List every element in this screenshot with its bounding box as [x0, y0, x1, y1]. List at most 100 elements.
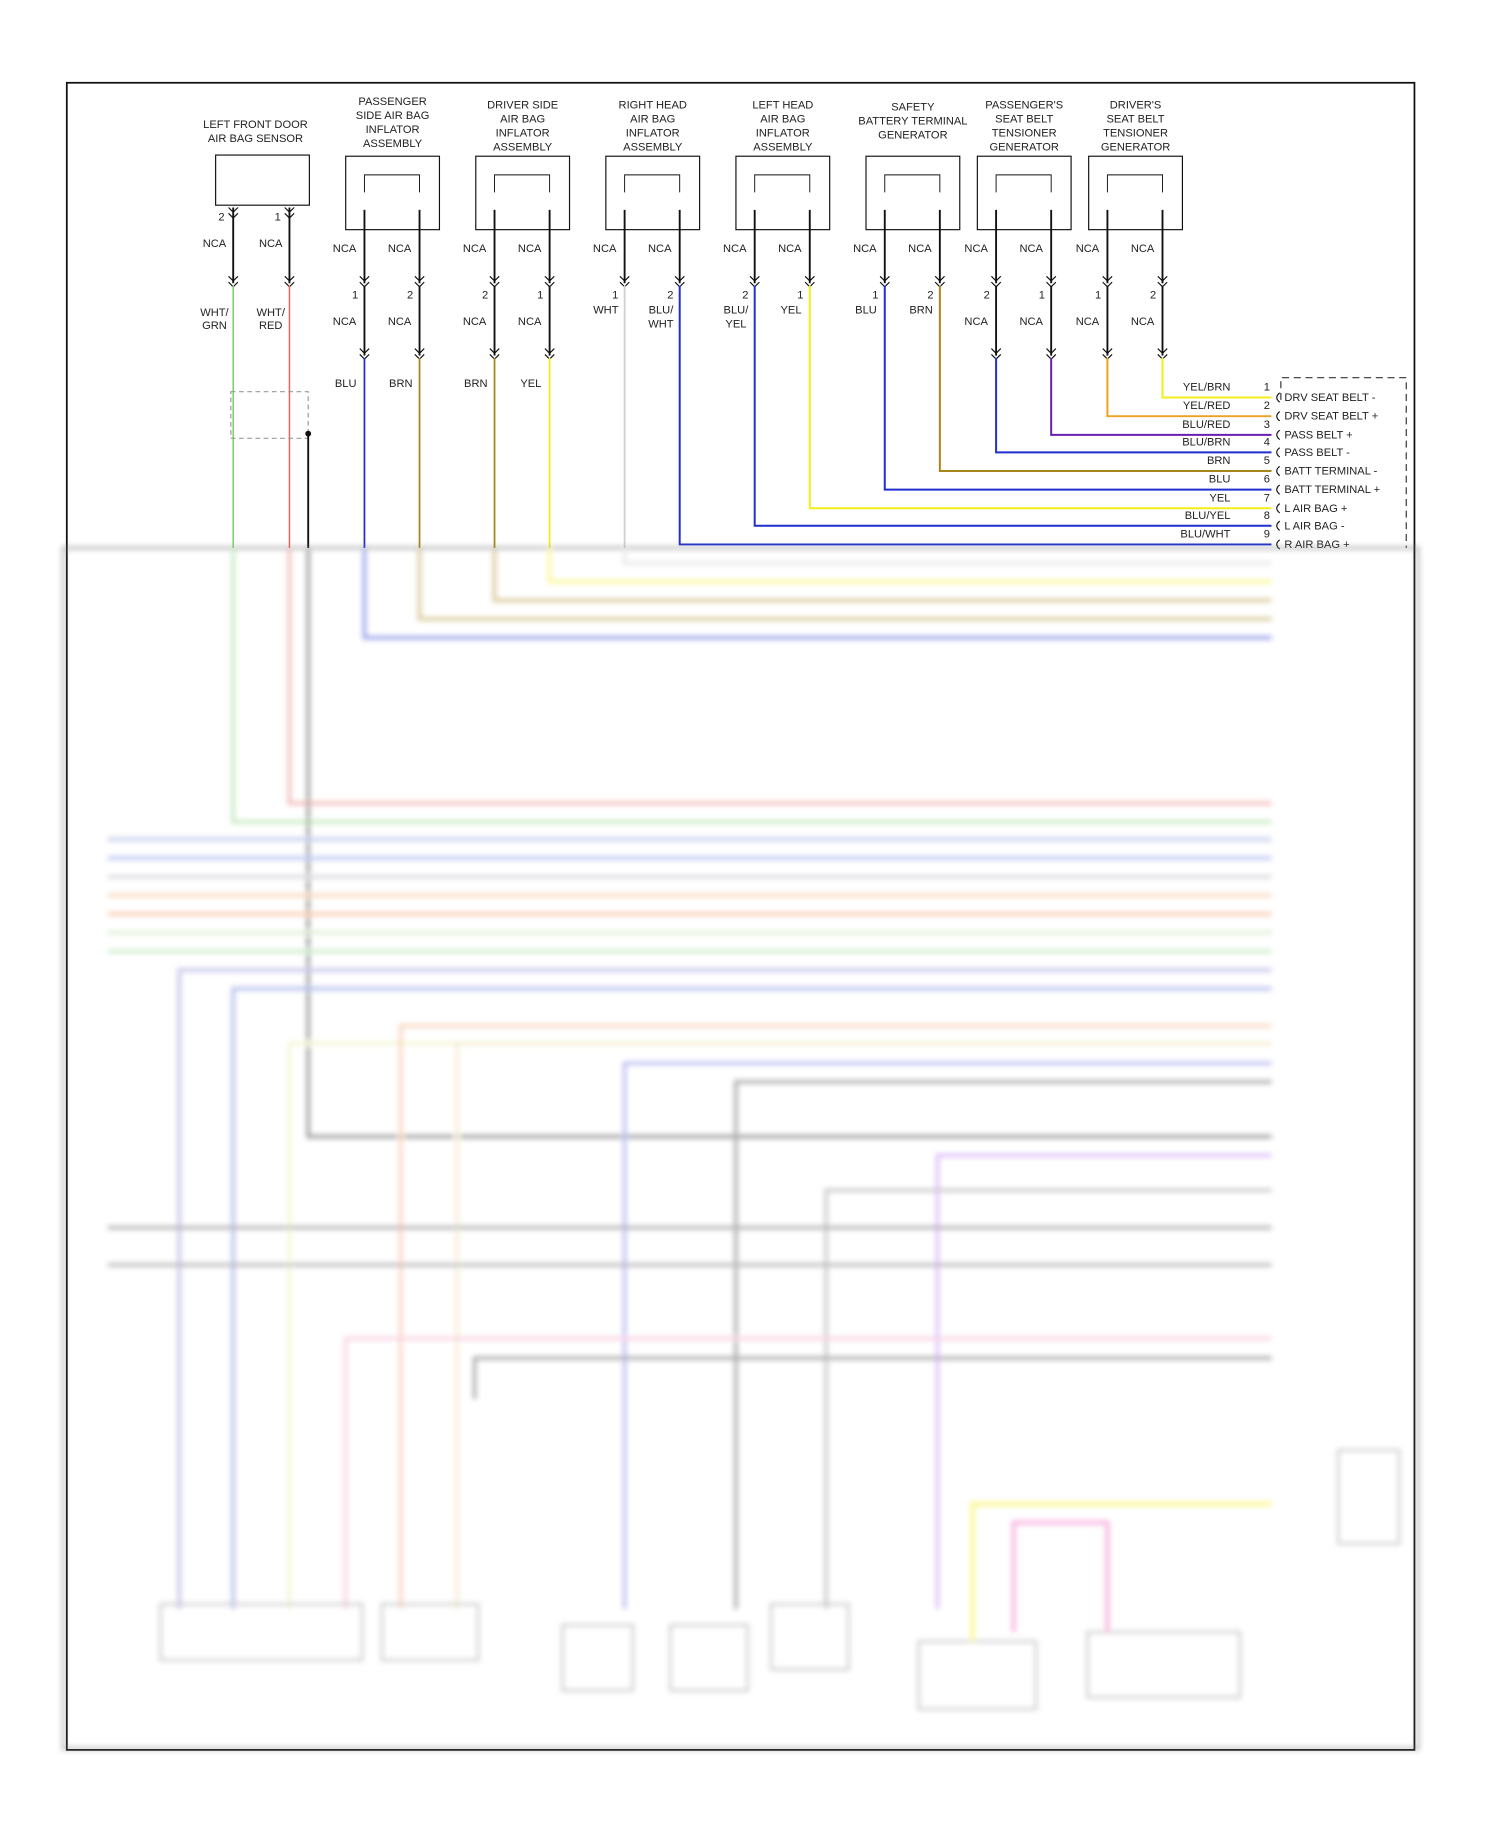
wire-color-label: BLU: [335, 378, 357, 390]
wire-color-label: BLU: [1209, 474, 1231, 486]
wire-color-label: NCA: [1076, 243, 1100, 255]
wire-color-label: BLU/BRN: [1182, 436, 1230, 448]
wire-color-label: NCA: [593, 243, 617, 255]
pin-number: 1: [872, 289, 878, 301]
component-title: SEAT BELT: [1106, 113, 1164, 125]
component-box-lower: [561, 1623, 634, 1692]
wire-color-label: BLU/: [649, 305, 675, 317]
wire: [824, 1188, 1272, 1609]
splice-dot: [305, 430, 312, 437]
component-title: DRIVER SIDE: [487, 99, 558, 111]
component-box-lower: [1086, 1630, 1242, 1699]
wire: [287, 1041, 1272, 1609]
pin-number: 2: [1150, 289, 1156, 301]
wire-color-label: NCA: [518, 316, 542, 328]
wire-color-label: NCA: [1131, 243, 1155, 255]
pin-number: 2: [218, 211, 224, 223]
wire-color-label: BLU: [855, 305, 877, 317]
component-title: RIGHT HEAD: [619, 99, 687, 111]
wire-color-label: BRN: [909, 305, 932, 317]
blurred-lower-section: [61, 546, 1420, 1751]
pin-label: BATT TERMINAL -: [1284, 466, 1377, 478]
connector-icon: [228, 207, 239, 219]
wire-color-label: BLU/RED: [1182, 419, 1230, 431]
wire-color-label: NCA: [853, 243, 877, 255]
component-title: DRIVER'S: [1110, 99, 1162, 111]
wire: [547, 547, 1272, 584]
sensor-title: LEFT FRONT DOOR: [203, 119, 308, 131]
pin-number: 2: [927, 289, 933, 301]
component-2: RIGHT HEAD AIR BAG INFLATOR ASSEMBLY NCA 1 WHT…: [593, 99, 1272, 548]
wire-color-label: BRN: [464, 378, 487, 390]
wire: [492, 547, 1272, 603]
component-3: LEFT HEAD AIR BAG INFLATOR ASSEMBLY NCA 2 BLU/…: [723, 99, 1272, 527]
wire: [455, 1041, 1272, 1609]
component-title: GENERATOR: [990, 141, 1059, 153]
wire-color-label: BLU/: [724, 305, 750, 317]
pin-number: 2: [482, 289, 488, 301]
wire: [970, 1501, 1272, 1642]
inflator-element-icon: [624, 174, 681, 193]
component-1: DRIVER SIDE AIR BAG INFLATOR ASSEMBLY NCA 2 NC…: [463, 99, 571, 548]
pin-socket-icon: [1276, 520, 1281, 531]
pin-number: 2: [984, 289, 990, 301]
component-title: INFLATOR: [496, 127, 550, 139]
wire-color-label: NCA: [1076, 316, 1100, 328]
inflator-element-icon: [995, 174, 1052, 193]
wire: [1106, 357, 1272, 418]
wire-color-label: YEL/BRN: [1183, 382, 1231, 394]
pin-socket-icon: [1276, 429, 1281, 440]
pin-label: DRV SEAT BELT -: [1284, 392, 1375, 404]
diagram-frame: [65, 81, 1416, 1751]
wire-color-label: BRN: [1207, 455, 1230, 467]
wire-color-label: NCA: [333, 243, 357, 255]
component-title: SIDE AIR BAG: [356, 110, 430, 122]
wire: [177, 968, 1272, 1609]
wire-color-label: YEL: [520, 378, 541, 390]
frame-lower: [61, 546, 1420, 1751]
component-title: ASSEMBLY: [753, 141, 813, 153]
pin-number: 1: [537, 289, 543, 301]
inflator-element-icon: [1106, 174, 1163, 193]
pin-number: 1: [1264, 382, 1270, 394]
pin-socket-icon: [1276, 411, 1281, 422]
component-title: INFLATOR: [626, 127, 680, 139]
pin-socket-icon: [1276, 465, 1281, 477]
wire: [995, 357, 1272, 454]
component-box: [735, 155, 831, 231]
inflator-element-icon: [884, 174, 941, 193]
wire-color-label: WHT: [593, 305, 619, 317]
component-0: PASSENGER SIDE AIR BAG INFLATOR ASSEMBLY NCA…: [333, 96, 441, 548]
wire: [678, 285, 1272, 546]
wire-color-label: NCA: [648, 243, 672, 255]
component-title: GENERATOR: [878, 130, 947, 142]
wire: [622, 547, 1272, 565]
wire-color-label: BRN: [389, 378, 412, 390]
component-box: [976, 155, 1072, 231]
wire-color-label: NCA: [1131, 316, 1155, 328]
wire-color-label: YEL: [1209, 492, 1230, 504]
sensor-title: AIR BAG SENSOR: [208, 133, 303, 145]
pin-number: 1: [1039, 289, 1045, 301]
pin-number: 2: [1264, 400, 1270, 412]
component-title: TENSIONER: [992, 127, 1057, 139]
wire: [883, 285, 1272, 491]
wire-color-label: BLU/YEL: [1185, 510, 1231, 522]
pin-number: 8: [1264, 510, 1270, 522]
component-title: AIR BAG: [760, 113, 805, 125]
component-box-lower: [669, 1623, 749, 1692]
inflator-element-icon: [494, 174, 551, 193]
pin-number: 1: [612, 289, 618, 301]
wire-color-label: RED: [259, 320, 282, 332]
wire-color-label: NCA: [259, 238, 283, 250]
wire: [622, 1061, 1272, 1609]
component-title: ASSEMBLY: [623, 141, 683, 153]
component-title: INFLATOR: [756, 127, 810, 139]
pin-number: 1: [1095, 289, 1101, 301]
component-box: [475, 155, 571, 231]
component-title: PASSENGER'S: [985, 99, 1063, 111]
component-box-lower: [159, 1602, 364, 1662]
wire: [287, 547, 1272, 805]
component-box: [1088, 155, 1184, 231]
pin-socket-icon: [1276, 392, 1281, 403]
